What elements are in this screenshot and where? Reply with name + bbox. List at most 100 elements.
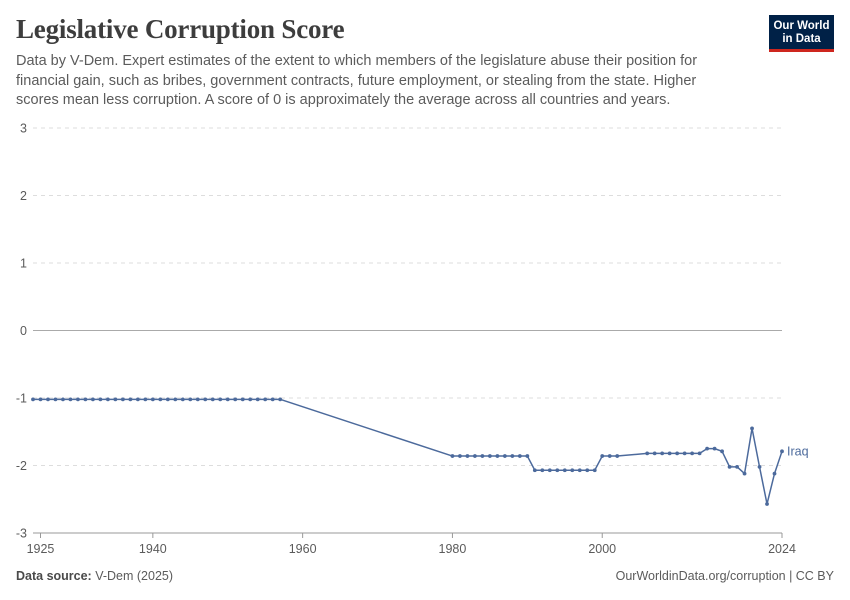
- data-point: [547, 468, 552, 473]
- data-point: [682, 451, 687, 456]
- data-point: [765, 502, 769, 506]
- data-point: [61, 397, 65, 402]
- y-tick-label: 2: [20, 189, 27, 203]
- data-point: [173, 397, 178, 402]
- data-point: [465, 454, 470, 458]
- y-tick-label: -1: [16, 392, 27, 406]
- logo-line-1: Our World: [773, 20, 830, 32]
- x-tick-label: 2000: [588, 542, 616, 556]
- data-point: [106, 397, 110, 402]
- x-axis-ticks: 1925 1940 1960 1980 2000 2024: [27, 533, 796, 556]
- y-tick-label: 3: [20, 122, 27, 136]
- data-point: [210, 397, 215, 402]
- logo-line-2: in Data: [782, 33, 821, 45]
- data-point: [495, 454, 500, 458]
- data-point: [712, 446, 717, 451]
- data-point: [525, 454, 530, 458]
- data-point: [555, 468, 560, 473]
- data-source-label: Data source:: [16, 569, 92, 583]
- data-point: [577, 468, 582, 473]
- data-point: [742, 471, 747, 476]
- data-point: [180, 397, 185, 402]
- data-point: [675, 451, 680, 456]
- data-point: [53, 397, 58, 402]
- data-point: [502, 454, 507, 458]
- data-point: [600, 454, 605, 458]
- data-point: [31, 397, 35, 402]
- y-tick-label: -3: [16, 527, 27, 541]
- series-line-iraq: [33, 398, 783, 505]
- data-point: [240, 397, 245, 402]
- data-point: [113, 397, 118, 402]
- data-point: [195, 397, 200, 402]
- data-point: [705, 446, 709, 451]
- data-point: [660, 451, 665, 456]
- data-point: [480, 454, 485, 458]
- gridlines: [33, 127, 782, 534]
- data-point: [517, 454, 522, 458]
- chart-title: Legislative Corruption Score: [16, 14, 345, 44]
- data-point: [510, 454, 515, 458]
- data-point: [780, 449, 784, 454]
- data-point: [143, 397, 148, 402]
- data-point: [128, 397, 133, 402]
- data-point: [727, 464, 732, 469]
- data-point: [263, 397, 268, 402]
- data-point: [158, 397, 163, 402]
- data-point: [76, 397, 80, 402]
- x-tick-label: 1940: [139, 542, 167, 556]
- data-point: [697, 451, 702, 456]
- data-point: [487, 454, 492, 458]
- data-point: [218, 397, 223, 402]
- series-layer: Iraq: [31, 397, 809, 506]
- data-point: [225, 397, 230, 402]
- data-point: [248, 397, 253, 402]
- data-point: [188, 397, 193, 402]
- data-point: [165, 397, 170, 402]
- data-point: [68, 397, 73, 402]
- data-point: [233, 397, 238, 402]
- data-point: [735, 464, 739, 469]
- data-point: [772, 471, 777, 476]
- y-tick-label: -2: [16, 459, 27, 473]
- data-point: [720, 449, 724, 454]
- footer-link[interactable]: OurWorldinData.org/corruption | CC BY: [615, 569, 834, 583]
- data-point: [532, 468, 537, 473]
- data-point: [540, 468, 545, 473]
- data-point: [592, 468, 597, 473]
- chart-subtitle: Data by V-Dem. Expert estimates of the e…: [16, 53, 698, 108]
- data-point: [615, 454, 620, 458]
- data-point: [120, 397, 125, 402]
- data-point: [562, 468, 567, 473]
- data-point: [585, 468, 590, 473]
- data-point: [645, 451, 650, 456]
- data-point: [690, 451, 695, 456]
- x-tick-label: 1925: [27, 542, 55, 556]
- data-point: [450, 454, 455, 458]
- data-source: Data source: V-Dem (2025): [16, 569, 173, 583]
- x-tick-label: 1960: [289, 542, 317, 556]
- data-point: [473, 454, 477, 458]
- x-tick-label: 2024: [768, 542, 796, 556]
- data-point: [255, 397, 260, 402]
- data-point: [270, 397, 275, 402]
- data-point: [278, 397, 283, 402]
- owid-logo[interactable]: Our World in Data: [769, 15, 834, 52]
- data-point: [750, 426, 754, 431]
- y-tick-label: 0: [20, 324, 27, 338]
- data-point: [38, 397, 43, 402]
- data-point: [570, 468, 575, 473]
- data-point: [458, 454, 462, 458]
- data-point: [135, 397, 140, 402]
- series-label-iraq: Iraq: [787, 444, 809, 458]
- data-point: [150, 397, 155, 402]
- data-point: [607, 454, 612, 458]
- y-tick-label: 1: [20, 257, 27, 271]
- data-source-value: V-Dem (2025): [91, 569, 174, 583]
- data-point: [98, 397, 103, 402]
- data-point: [203, 397, 208, 402]
- x-tick-label: 1980: [439, 542, 467, 556]
- line-chart: -3 -2 -1 0 1 2 3 1925 1940 1960 1980 2000 2024 Iraq: [16, 122, 809, 557]
- data-point: [667, 451, 672, 456]
- data-point: [652, 451, 657, 456]
